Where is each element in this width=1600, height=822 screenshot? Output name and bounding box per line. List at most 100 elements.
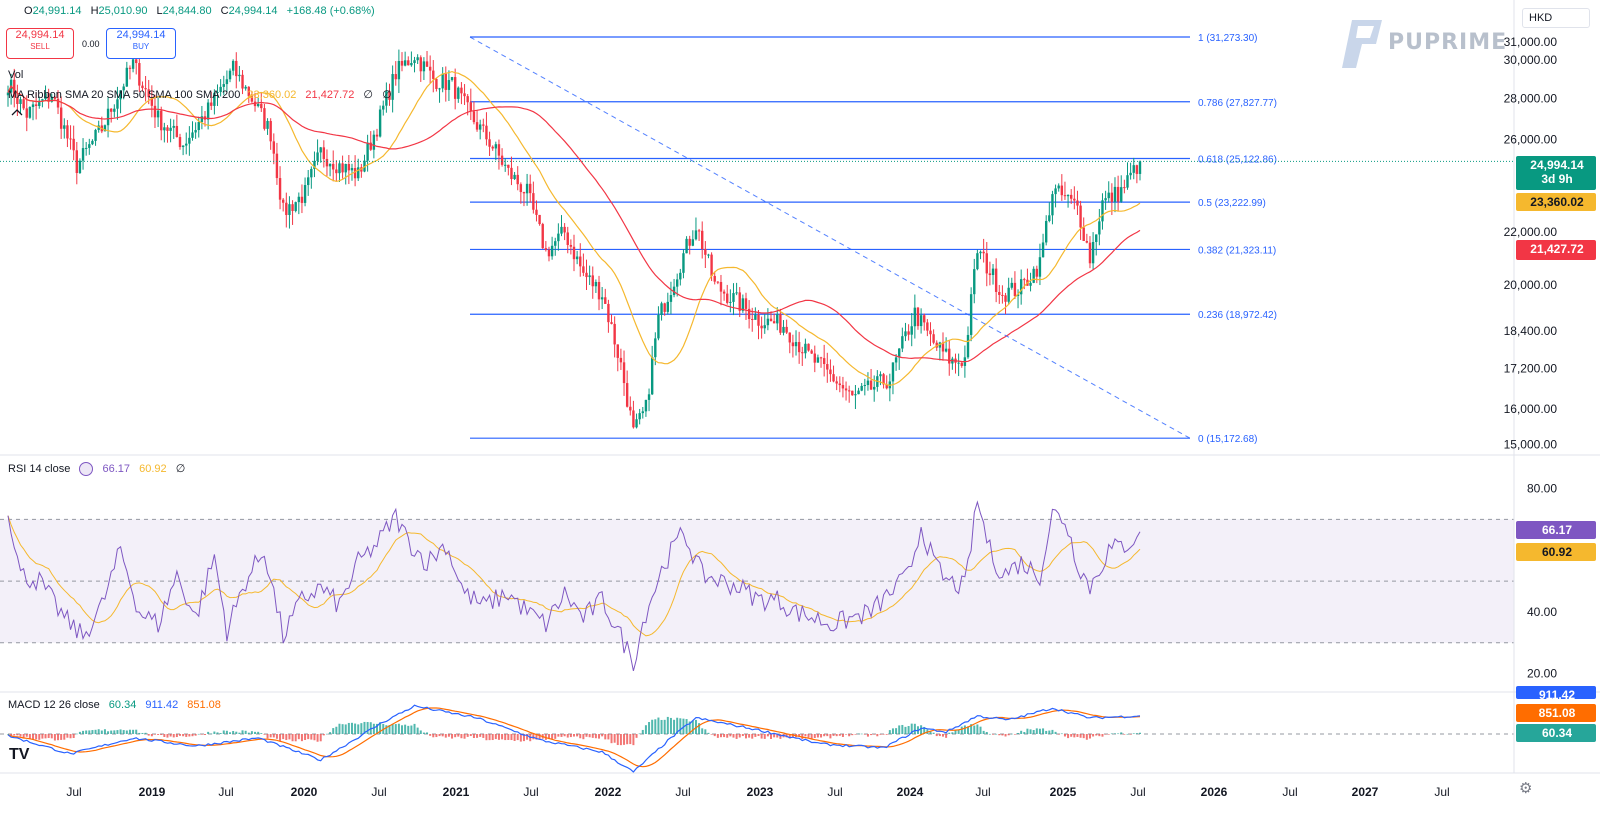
macd-histogram-bar bbox=[144, 732, 147, 734]
buy-button[interactable]: 24,994.14 BUY bbox=[106, 28, 176, 59]
rsi-pane[interactable] bbox=[0, 500, 1514, 672]
candle-body bbox=[788, 332, 791, 343]
candle-body bbox=[1135, 165, 1139, 174]
candle-body bbox=[291, 204, 294, 211]
macd-histogram-bar bbox=[573, 734, 575, 737]
candle-body bbox=[522, 192, 526, 194]
candle-body bbox=[1038, 257, 1042, 277]
macd-histogram-bar bbox=[88, 730, 91, 734]
trendline[interactable] bbox=[469, 36, 1191, 439]
macd-histogram-bar bbox=[1085, 734, 1088, 740]
candle-body bbox=[213, 92, 216, 106]
macd-histogram-bar bbox=[338, 723, 341, 734]
candle-body bbox=[269, 120, 272, 142]
macd-histogram-bar bbox=[873, 734, 876, 735]
collapse-chevron-icon[interactable] bbox=[10, 106, 24, 118]
rsi-settings-icon[interactable] bbox=[79, 462, 94, 477]
candle-body bbox=[838, 383, 842, 386]
candle-body bbox=[538, 214, 541, 225]
candle-body bbox=[1110, 192, 1114, 202]
candle-body bbox=[166, 127, 169, 131]
macd-histogram-bar bbox=[554, 734, 557, 739]
macd-histogram-bar bbox=[172, 734, 175, 738]
macd-histogram-bar bbox=[629, 734, 632, 745]
macd-histogram-bar bbox=[1101, 734, 1104, 737]
macd-histogram-bar bbox=[479, 734, 482, 737]
ma-ribbon-legend[interactable]: MA Ribbon SMA 20 SMA 50 SMA 100 SMA 200 … bbox=[8, 88, 392, 101]
fib-label: 0.618 (25,122.86) bbox=[1198, 154, 1277, 165]
candle-body bbox=[197, 122, 200, 131]
macd-histogram-bar bbox=[119, 729, 122, 734]
rsi-legend[interactable]: RSI 14 close 66.17 60.92 ∅ bbox=[8, 462, 185, 477]
macd-histogram-bar bbox=[607, 734, 610, 740]
macd-line bbox=[7, 704, 1141, 773]
candle-body bbox=[738, 292, 741, 311]
candle-body bbox=[241, 74, 244, 89]
candle-body bbox=[819, 357, 823, 359]
macd-histogram-bar bbox=[638, 733, 641, 735]
candle-body bbox=[247, 86, 250, 97]
macd-histogram-bar bbox=[713, 734, 716, 737]
candle-body bbox=[438, 88, 441, 90]
macd-histogram-bar bbox=[1045, 730, 1048, 734]
candle-body bbox=[675, 279, 679, 287]
candle-body bbox=[119, 90, 122, 100]
candle-body bbox=[847, 390, 851, 392]
candle-body bbox=[288, 204, 291, 215]
macd-pane[interactable] bbox=[0, 704, 1514, 773]
macd-histogram-bar bbox=[1054, 731, 1057, 734]
candle-body bbox=[1079, 205, 1082, 228]
candle-body bbox=[1076, 200, 1079, 206]
candle-body bbox=[657, 314, 660, 339]
candle-body bbox=[141, 85, 144, 89]
gear-icon[interactable]: ⚙ bbox=[1519, 780, 1533, 797]
macd-histogram-bar bbox=[1135, 733, 1138, 734]
macd-histogram-bar bbox=[41, 734, 44, 739]
macd-histogram-bar bbox=[535, 734, 538, 740]
candle-body bbox=[153, 105, 157, 118]
macd-histogram-bar bbox=[169, 734, 172, 737]
candle-body bbox=[285, 202, 288, 215]
price-candles[interactable] bbox=[6, 47, 1142, 429]
candle-body bbox=[694, 230, 698, 240]
open-label: O bbox=[24, 5, 33, 17]
candle-body bbox=[150, 97, 154, 106]
macd-histogram-bar bbox=[1132, 733, 1135, 734]
candle-body bbox=[313, 160, 316, 169]
candle-body bbox=[13, 79, 16, 98]
candle-body bbox=[97, 125, 100, 130]
candle-body bbox=[375, 134, 379, 137]
candle-body bbox=[638, 413, 641, 420]
candle-body bbox=[363, 160, 366, 172]
price-axis[interactable]: 31,000.00 30,000.00 28,000.00 26,000.00 22,0… bbox=[1504, 35, 1558, 681]
candle-body bbox=[1082, 227, 1085, 242]
macd-histogram-bar bbox=[673, 719, 676, 734]
candle-body bbox=[485, 125, 488, 140]
macd-histogram-bar bbox=[1088, 734, 1091, 739]
macd-histogram-bar bbox=[932, 732, 935, 734]
macd-histogram-bar bbox=[113, 730, 116, 734]
candle-body bbox=[535, 209, 538, 215]
time-axis-label: Jul bbox=[1130, 785, 1145, 799]
time-axis[interactable]: Jul 2019 Jul 2020 Jul 2021 Jul 2022 Jul 2023 Jul 20… bbox=[66, 785, 1449, 799]
macd-legend[interactable]: MACD 12 26 close 60.34 911.42 851.08 bbox=[8, 699, 221, 711]
time-axis-label: Jul bbox=[66, 785, 81, 799]
candle-body bbox=[391, 74, 394, 100]
macd-histogram-bar bbox=[945, 734, 948, 738]
macd-histogram-bar bbox=[497, 734, 500, 740]
macd-histogram-bar bbox=[103, 729, 106, 734]
time-axis-label: 2022 bbox=[595, 785, 622, 799]
currency-selector[interactable]: HKD bbox=[1522, 8, 1590, 28]
candle-body bbox=[369, 142, 372, 150]
candle-body bbox=[260, 103, 263, 109]
macd-histogram-bar bbox=[751, 734, 754, 739]
candle-body bbox=[385, 91, 388, 106]
sell-button[interactable]: 24,994.14 SELL bbox=[6, 28, 74, 59]
candle-body bbox=[979, 251, 982, 254]
volume-legend[interactable]: Vol bbox=[8, 69, 24, 81]
candle-body bbox=[303, 185, 307, 203]
last-price-tag-text: 3d 9h bbox=[1541, 172, 1572, 186]
macd-histogram-bar bbox=[10, 734, 13, 736]
macd-histogram-bar bbox=[200, 734, 203, 735]
